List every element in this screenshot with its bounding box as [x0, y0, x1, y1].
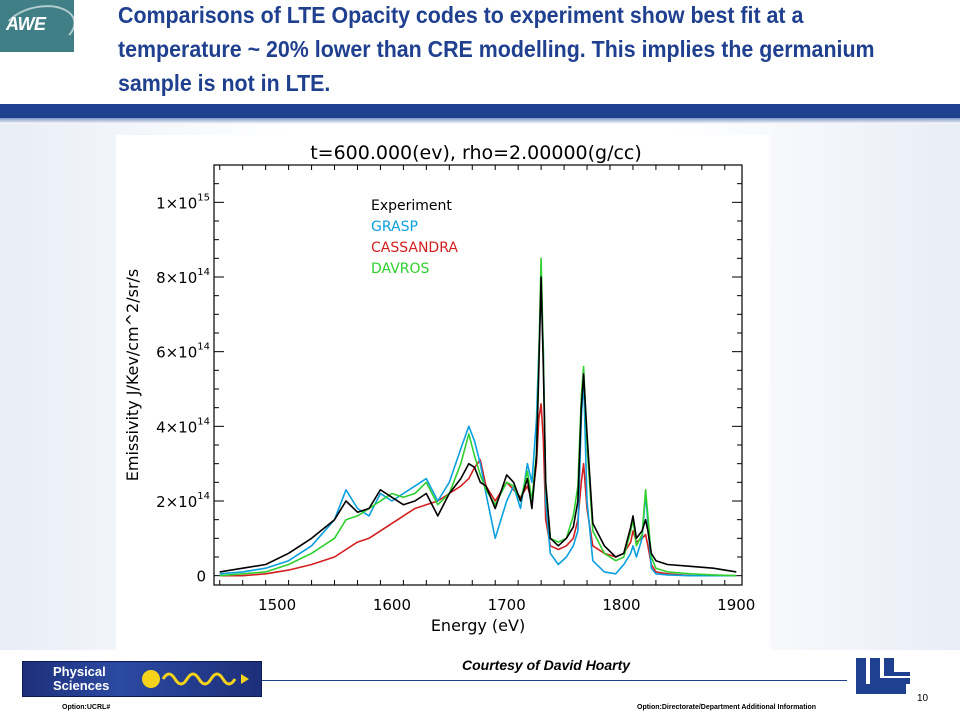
footer-ucrl: Option:UCRL#: [62, 704, 111, 711]
ps-logo-line1: Physical: [53, 664, 106, 679]
llnl-logo-icon: [856, 658, 910, 694]
physical-sciences-logo: Physical Sciences: [22, 661, 262, 697]
y-tick-label: 0: [196, 568, 206, 586]
ps-logo-line2: Sciences: [53, 678, 110, 693]
y-tick-exponent: 14: [197, 342, 210, 353]
footer-divider: [262, 680, 847, 681]
y-tick-exponent: 15: [197, 192, 210, 203]
legend-entry-grasp: GRASP: [371, 219, 418, 235]
y-tick-exponent: 14: [197, 416, 210, 427]
chart-title: t=600.000(ev), rho=2.00000(g/cc): [310, 142, 642, 164]
title-underline-bar: [0, 104, 960, 118]
y-tick-label: 6×1014: [156, 342, 210, 362]
series-line-grasp: [219, 287, 737, 577]
legend-entry-davros: DAVROS: [371, 261, 430, 277]
y-tick-label: 2×1014: [156, 491, 210, 511]
plot-frame: [213, 164, 743, 586]
y-tick-label: 1×1015: [156, 192, 210, 212]
series-line-experiment: [219, 276, 737, 573]
chart-legend: Experiment GRASP CASSANDRA DAVROS: [371, 198, 458, 277]
series-line-davros: [219, 257, 737, 577]
legend-entry-experiment: Experiment: [371, 198, 452, 214]
x-tick-label: 1500: [258, 596, 296, 614]
emissivity-chart: t=600.000(ev), rho=2.00000(g/cc) Energy …: [123, 142, 755, 635]
title-bar-shadow: [0, 118, 960, 124]
y-axis-label: Emissivity J/Kev/cm^2/sr/s: [123, 269, 142, 482]
awe-logo-text: AWE: [6, 14, 46, 34]
y-tick-label: 4×1014: [156, 416, 210, 436]
y-tick-mantissa: 4×10: [156, 418, 197, 436]
y-tick-exponent: 14: [197, 491, 210, 502]
wave-icon: [142, 670, 249, 688]
awe-logo: AWE: [0, 0, 80, 58]
slide-title: Comparisons of LTE Opacity codes to expe…: [118, 2, 875, 96]
y-tick-label: 8×1014: [156, 267, 210, 287]
x-tick-label: 1900: [717, 596, 755, 614]
y-tick-mantissa: 6×10: [156, 344, 197, 362]
courtesy-caption: Courtesy of David Hoarty: [462, 657, 631, 673]
series-line-cassandra: [219, 403, 737, 577]
series-layer: [219, 257, 737, 577]
chart-panel: t=600.000(ev), rho=2.00000(g/cc) Energy …: [116, 135, 770, 651]
x-tick-label: 1800: [602, 596, 640, 614]
x-axis-label: Energy (eV): [431, 616, 525, 635]
legend-entry-cassandra: CASSANDRA: [371, 240, 458, 256]
footer-directorate: Option:Directorate/Department Additional…: [637, 704, 817, 711]
y-tick-mantissa: 0: [196, 568, 206, 586]
x-tick-label: 1600: [373, 596, 411, 614]
y-tick-mantissa: 8×10: [156, 269, 197, 287]
page-number: 10: [917, 693, 929, 704]
y-tick-mantissa: 1×10: [156, 194, 197, 212]
y-tick-mantissa: 2×10: [156, 493, 197, 511]
axis-ticks: 1500 1600 1700 1800 190002×10144×10146×10148…: [156, 164, 755, 614]
y-tick-exponent: 14: [197, 267, 210, 278]
x-tick-label: 1700: [488, 596, 526, 614]
